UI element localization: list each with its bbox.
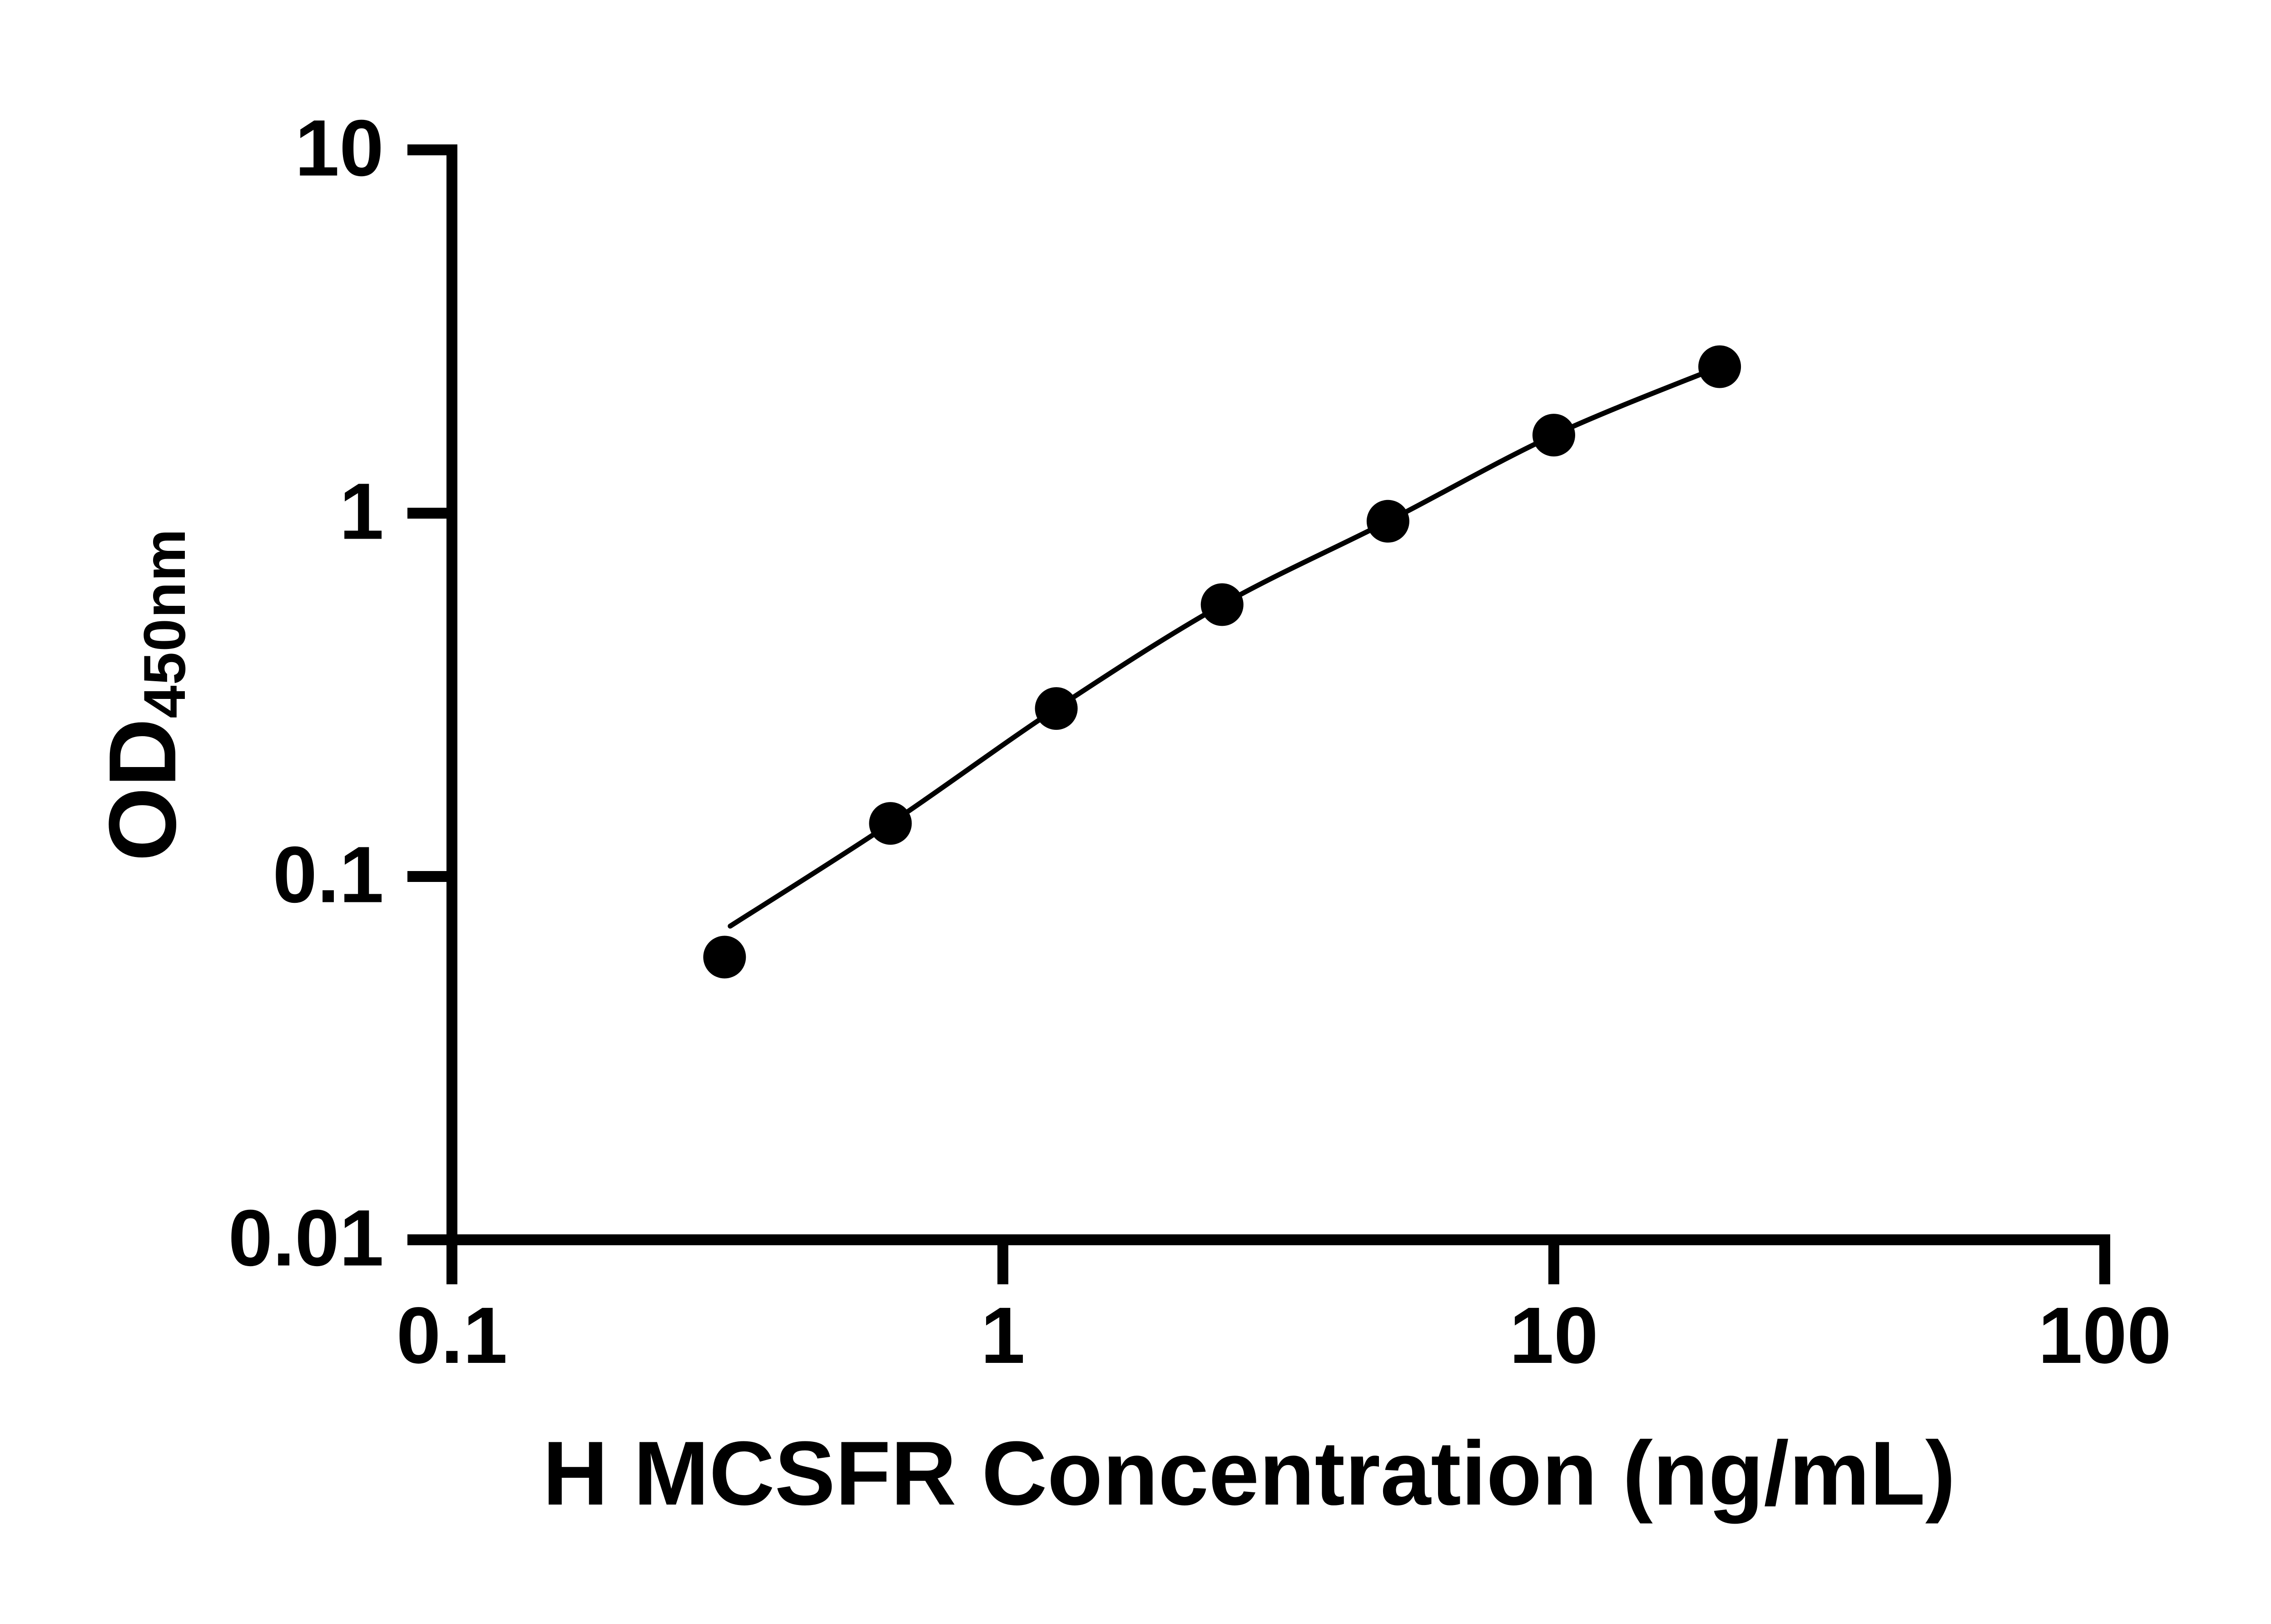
fit-curve (728, 364, 1722, 929)
data-point-marker (1532, 414, 1575, 457)
x-tick-label: 10 (1509, 1291, 1598, 1380)
y-tick-label: 10 (295, 104, 384, 193)
y-tick-label: 1 (339, 467, 384, 556)
x-tick-label: 0.1 (396, 1291, 508, 1380)
x-axis-title: H MCSFR Concentration (ng/mL) (542, 1423, 1956, 1524)
x-tick-label: 1 (981, 1291, 1025, 1380)
y-axis-title-main: OD (89, 718, 196, 862)
y-tick-label: 0.01 (228, 1193, 384, 1283)
y-axis-title: OD450nm (89, 528, 198, 861)
data-point-marker (869, 802, 912, 845)
data-point-marker (1698, 345, 1741, 388)
y-tick-label: 0.1 (273, 830, 384, 920)
data-point-marker (703, 936, 746, 979)
x-tick-label: 100 (2038, 1291, 2172, 1380)
y-axis-title-subscript: 450nm (131, 528, 198, 718)
data-point-marker (1200, 583, 1244, 626)
data-point-marker (1366, 500, 1409, 543)
data-point-marker (1035, 687, 1078, 730)
